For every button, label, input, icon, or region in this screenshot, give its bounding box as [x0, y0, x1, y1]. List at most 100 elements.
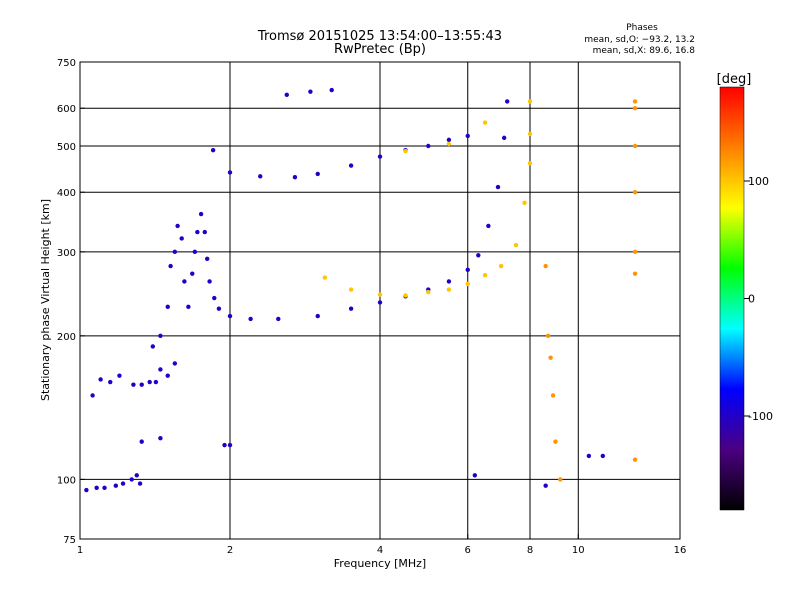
- data-point: [117, 373, 122, 378]
- data-point: [476, 253, 481, 258]
- data-point: [348, 306, 354, 311]
- colorbar: [719, 86, 745, 511]
- data-point: [84, 487, 89, 493]
- data-point: [292, 175, 298, 180]
- y-tick-label: 75: [63, 535, 76, 546]
- y-tick-label: 100: [57, 475, 76, 486]
- data-point: [446, 141, 452, 147]
- data-point: [108, 379, 113, 385]
- data-point: [308, 89, 313, 94]
- data-point: [227, 442, 233, 448]
- data-point: [315, 313, 320, 319]
- data-point: [182, 279, 187, 284]
- y-tick-label: 300: [57, 248, 76, 259]
- chart-title: Tromsø 20151025 13:54:00–13:55:43: [257, 29, 502, 44]
- data-point: [212, 295, 217, 301]
- x-tick-label: 4: [377, 545, 383, 556]
- data-point: [276, 316, 281, 322]
- data-point: [175, 223, 180, 229]
- data-point: [207, 279, 212, 284]
- data-point: [632, 271, 638, 276]
- data-points: [84, 87, 638, 493]
- data-point: [222, 442, 227, 448]
- data-point: [486, 223, 491, 229]
- x-tick-label: 6: [465, 545, 471, 556]
- x-axis-label: Frequency [MHz]: [334, 557, 426, 570]
- data-point: [134, 473, 139, 478]
- y-tick-label: 400: [57, 188, 76, 199]
- axis-ticks: 1 2 4 6 8 10 16 75 100 200 300 400 500 600 750: [57, 58, 686, 556]
- data-point: [186, 304, 191, 310]
- data-point: [165, 373, 170, 378]
- data-point: [482, 272, 488, 278]
- data-point: [586, 453, 592, 459]
- data-point: [284, 92, 289, 98]
- data-point: [545, 333, 551, 339]
- data-point: [513, 242, 519, 248]
- y-axis-label: Stationary phase Virtual Height [km]: [39, 199, 52, 401]
- colorbar-tick-label: -100: [748, 410, 773, 423]
- data-point: [179, 236, 184, 241]
- data-point: [632, 143, 638, 149]
- data-point: [153, 379, 159, 385]
- data-point: [210, 147, 216, 153]
- data-point: [165, 304, 170, 310]
- data-point: [498, 263, 504, 269]
- data-point: [472, 473, 478, 478]
- data-point: [465, 267, 470, 273]
- data-point: [329, 87, 334, 93]
- data-point: [204, 256, 210, 262]
- y-tick-label: 600: [57, 104, 76, 115]
- data-point: [377, 292, 383, 297]
- data-point: [465, 281, 470, 287]
- data-point: [446, 279, 452, 284]
- data-point: [632, 190, 638, 195]
- data-point: [198, 211, 204, 217]
- data-point: [195, 229, 200, 235]
- data-point: [550, 393, 556, 398]
- x-tick-label: 16: [674, 545, 687, 556]
- y-tick-label: 500: [57, 142, 76, 153]
- data-point: [137, 481, 143, 486]
- x-tick-label: 1: [77, 545, 83, 556]
- data-point: [120, 481, 126, 486]
- chart-subtitle: RwPretec (Bp): [334, 42, 426, 57]
- data-point: [548, 355, 553, 360]
- phase-stats-o: mean, sd,O: −93.2, 13.2: [584, 35, 695, 45]
- data-point: [501, 135, 507, 141]
- phase-stats-heading: Phases: [626, 23, 658, 33]
- data-point: [172, 361, 178, 366]
- colorbar-label: [deg]: [717, 72, 752, 87]
- data-point: [158, 367, 163, 372]
- colorbar-tick-label: 100: [748, 175, 769, 188]
- data-point: [403, 148, 408, 154]
- data-point: [632, 249, 638, 255]
- data-point: [158, 436, 163, 441]
- data-point: [482, 120, 488, 125]
- data-point: [94, 485, 99, 491]
- data-point: [527, 99, 533, 104]
- data-point: [553, 439, 558, 444]
- colorbar-tick-label: 0: [748, 293, 755, 306]
- x-tick-label: 8: [527, 545, 533, 556]
- colorbar-ticks: -100 0 100: [744, 175, 773, 423]
- y-tick-label: 200: [57, 332, 76, 343]
- data-point: [426, 289, 431, 295]
- data-point: [527, 161, 533, 166]
- data-point: [147, 379, 152, 385]
- data-point: [150, 344, 156, 349]
- data-point: [168, 263, 173, 269]
- y-tick-label: 750: [57, 58, 76, 69]
- data-point: [527, 131, 533, 137]
- data-point: [632, 99, 638, 104]
- data-point: [426, 143, 431, 149]
- data-point: [315, 171, 320, 177]
- data-point: [403, 293, 408, 298]
- data-point: [348, 163, 354, 168]
- data-point: [504, 99, 510, 104]
- data-point: [258, 174, 263, 179]
- data-point: [190, 271, 195, 276]
- data-point: [113, 483, 119, 488]
- data-point: [446, 287, 452, 292]
